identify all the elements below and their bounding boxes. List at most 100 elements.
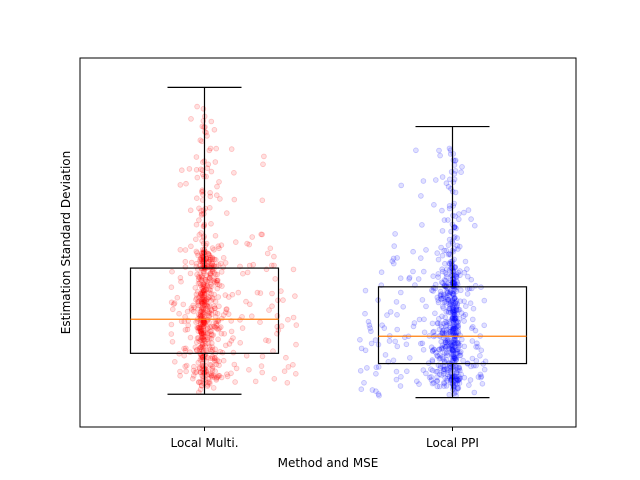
scatter-point bbox=[453, 320, 460, 326]
scatter-point bbox=[201, 311, 207, 318]
scatter-point bbox=[451, 309, 458, 316]
scatter-point bbox=[442, 337, 449, 344]
scatter-point bbox=[209, 254, 216, 261]
scatter-point bbox=[211, 303, 217, 309]
scatter-point bbox=[445, 242, 452, 248]
scatter-point bbox=[449, 328, 456, 335]
scatter-point bbox=[446, 292, 452, 299]
scatter-point bbox=[214, 192, 220, 199]
scatter-point bbox=[200, 343, 206, 349]
scatter-point bbox=[453, 364, 459, 370]
scatter-point bbox=[455, 340, 462, 346]
scatter-point bbox=[467, 377, 474, 383]
scatter-point bbox=[224, 371, 230, 378]
scatter-point bbox=[453, 318, 459, 325]
scatter-point bbox=[452, 337, 459, 344]
scatter-point bbox=[216, 358, 222, 365]
scatter-point bbox=[198, 306, 205, 313]
scatter-point bbox=[449, 350, 455, 357]
scatter-point bbox=[195, 359, 202, 366]
scatter-point bbox=[440, 305, 447, 311]
scatter-point bbox=[445, 367, 451, 373]
scatter-point bbox=[433, 378, 440, 384]
scatter-point bbox=[439, 342, 446, 349]
scatter-point bbox=[193, 295, 200, 301]
scatter-point bbox=[456, 315, 463, 322]
scatter-point bbox=[197, 312, 204, 319]
scatter-point bbox=[443, 349, 450, 356]
scatter-point bbox=[204, 259, 210, 266]
scatter-point bbox=[271, 253, 277, 260]
scatter-point bbox=[201, 320, 208, 327]
scatter-point bbox=[204, 383, 211, 390]
scatter-point bbox=[453, 389, 459, 396]
scatter-point bbox=[186, 166, 193, 172]
scatter-point bbox=[446, 346, 453, 353]
scatter-point bbox=[205, 258, 212, 265]
scatter-point bbox=[208, 373, 215, 379]
scatter-point bbox=[442, 339, 449, 346]
scatter-point bbox=[198, 337, 205, 344]
scatter-point bbox=[208, 168, 215, 175]
scatter-point bbox=[177, 372, 183, 379]
scatter-point bbox=[195, 306, 201, 312]
scatter-point bbox=[453, 323, 460, 330]
scatter-point bbox=[200, 321, 207, 328]
scatter-point bbox=[466, 382, 472, 388]
scatter-point bbox=[200, 240, 207, 247]
scatter-point bbox=[462, 311, 469, 318]
scatter-point bbox=[198, 290, 204, 297]
scatter-point bbox=[194, 103, 200, 110]
scatter-point bbox=[452, 324, 459, 331]
scatter-point bbox=[420, 178, 427, 184]
scatter-point bbox=[430, 379, 437, 386]
scatter-point bbox=[441, 350, 448, 356]
scatter-point bbox=[453, 225, 459, 232]
scatter-point bbox=[387, 309, 394, 315]
scatter-point bbox=[449, 342, 456, 349]
scatter-point bbox=[455, 364, 462, 371]
scatter-point bbox=[198, 334, 205, 341]
scatter-point bbox=[455, 330, 462, 336]
scatter-point bbox=[444, 343, 450, 349]
scatter-point bbox=[214, 325, 220, 332]
scatter-point bbox=[194, 335, 201, 341]
scatter-point bbox=[452, 355, 459, 362]
scatter-point bbox=[406, 355, 413, 361]
scatter-point bbox=[220, 254, 227, 261]
scatter-point bbox=[446, 373, 453, 380]
scatter-point bbox=[177, 368, 183, 375]
scatter-point bbox=[357, 336, 363, 343]
scatter-point bbox=[206, 335, 213, 342]
scatter-point bbox=[446, 205, 453, 212]
scatter-point bbox=[207, 256, 213, 263]
scatter-point bbox=[210, 277, 217, 284]
scatter-point bbox=[440, 280, 446, 286]
scatter-point bbox=[457, 268, 463, 274]
scatter-point bbox=[452, 300, 459, 307]
scatter-point bbox=[200, 325, 207, 331]
scatter-point bbox=[200, 333, 207, 340]
scatter-point bbox=[450, 318, 457, 324]
scatter-point bbox=[479, 380, 486, 387]
scatter-point bbox=[449, 308, 456, 314]
scatter-point bbox=[454, 349, 461, 355]
axes-frame bbox=[79, 57, 577, 428]
scatter-point bbox=[452, 344, 459, 351]
scatter-point bbox=[440, 356, 446, 362]
scatter-point bbox=[434, 368, 441, 375]
scatter-point bbox=[208, 362, 214, 369]
scatter-point bbox=[247, 301, 253, 308]
scatter-point bbox=[434, 378, 441, 384]
scatter-point bbox=[431, 202, 437, 208]
scatter-point bbox=[182, 258, 189, 265]
scatter-point bbox=[197, 293, 203, 300]
scatter-point bbox=[207, 287, 214, 293]
scatter-point bbox=[196, 325, 203, 332]
scatter-point bbox=[208, 335, 215, 342]
scatter-point bbox=[444, 294, 450, 301]
scatter-point bbox=[171, 300, 178, 306]
scatter-point bbox=[182, 313, 188, 320]
scatter-point bbox=[207, 275, 213, 282]
scatter-point bbox=[397, 275, 404, 282]
